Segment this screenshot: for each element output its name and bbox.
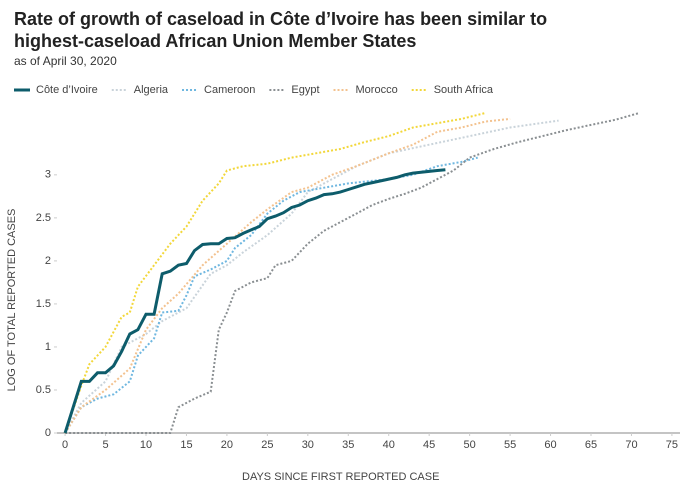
- series-line: [64, 119, 559, 434]
- legend-label: Egypt: [291, 84, 319, 96]
- y-tick-label: 0.5: [36, 384, 51, 396]
- series-line: [64, 111, 487, 434]
- x-tick-label: 15: [180, 439, 192, 451]
- y-tick-label: 3: [45, 169, 51, 181]
- legend-label: Côte d’Ivoire: [36, 84, 98, 96]
- x-tick-label: 10: [140, 439, 152, 451]
- x-tick-label: 70: [625, 439, 637, 451]
- series-line: [64, 156, 478, 434]
- x-tick-label: 30: [302, 439, 314, 451]
- y-axis-label: LOG OF TOTAL REPORTED CASES: [6, 209, 18, 392]
- x-tick-label: 55: [504, 439, 516, 451]
- y-tick-label: 1: [45, 341, 51, 353]
- legend-label: Morocco: [356, 84, 398, 96]
- x-tick-label: 0: [62, 439, 68, 451]
- x-tick-label: 5: [102, 439, 108, 451]
- x-tick-label: 65: [585, 439, 597, 451]
- chart-subtitle: as of April 30, 2020: [14, 54, 117, 68]
- legend-label: Algeria: [134, 84, 169, 96]
- legend-label: South Africa: [434, 84, 494, 96]
- x-tick-label: 20: [221, 439, 233, 451]
- x-tick-label: 75: [666, 439, 678, 451]
- series-line: [64, 117, 511, 434]
- legend-label: Cameroon: [204, 84, 255, 96]
- y-tick-label: 2: [45, 255, 51, 267]
- x-tick-label: 60: [544, 439, 556, 451]
- x-tick-label: 50: [464, 439, 476, 451]
- x-tick-label: 25: [261, 439, 273, 451]
- x-tick-label: 45: [423, 439, 435, 451]
- series-line: [65, 111, 640, 434]
- chart-title: Rate of growth of caseload in Côte d’Ivo…: [14, 9, 548, 51]
- x-tick-label: 40: [383, 439, 395, 451]
- x-tick-label: 35: [342, 439, 354, 451]
- y-tick-label: 2.5: [36, 212, 51, 224]
- x-axis-label: DAYS SINCE FIRST REPORTED CASE: [242, 471, 439, 483]
- series-line: [63, 168, 446, 434]
- y-tick-label: 0: [45, 427, 51, 439]
- y-tick-label: 1.5: [36, 298, 51, 310]
